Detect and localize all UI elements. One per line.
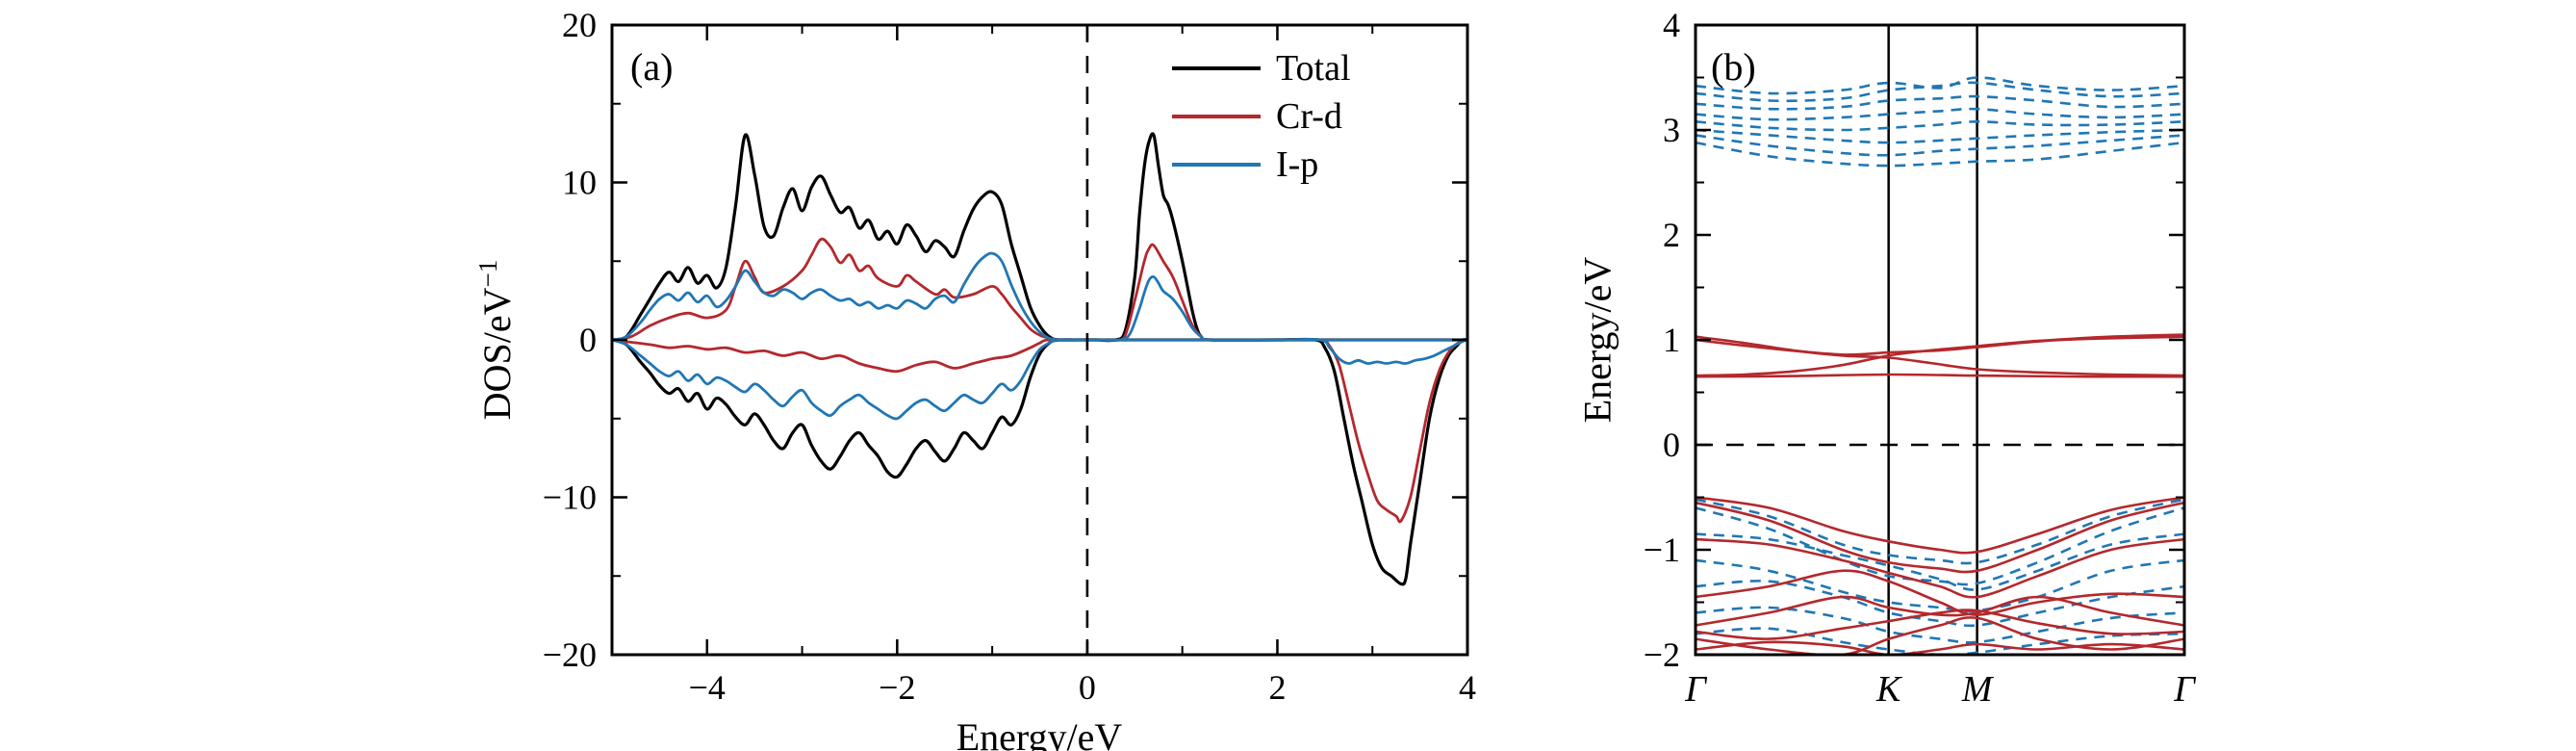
svg-text:2: 2 xyxy=(1268,668,1286,707)
svg-text:10: 10 xyxy=(562,164,597,202)
dos-x-axis-label: Energy/eV xyxy=(956,715,1123,751)
svg-text:0: 0 xyxy=(1079,668,1096,707)
i-p-line-swatch xyxy=(1172,163,1261,167)
cr-d-line-swatch xyxy=(1172,115,1261,118)
svg-text:Γ: Γ xyxy=(2173,669,2196,710)
svg-text:−20: −20 xyxy=(543,635,597,674)
legend-item-total: Total xyxy=(1172,44,1351,92)
legend-item-i-p: I-p xyxy=(1172,141,1351,189)
svg-text:−2: −2 xyxy=(1644,635,1680,674)
legend-label-cr-d: Cr-d xyxy=(1276,96,1342,137)
panel-b-label: (b) xyxy=(1711,45,1756,89)
legend-label-i-p: I-p xyxy=(1276,144,1319,185)
panel-a-label: (a) xyxy=(630,45,674,89)
total-line-swatch xyxy=(1172,66,1261,70)
band-y-axis-label: Energy/eV xyxy=(1575,256,1620,424)
legend-label-total: Total xyxy=(1276,48,1351,89)
dos-y-axis-label-text: DOS/eV xyxy=(475,287,520,421)
svg-text:20: 20 xyxy=(562,6,597,44)
svg-text:K: K xyxy=(1875,669,1902,710)
svg-text:3: 3 xyxy=(1663,111,1680,149)
legend-item-cr-d: Cr-d xyxy=(1172,92,1351,141)
svg-text:4: 4 xyxy=(1663,6,1680,44)
svg-text:0: 0 xyxy=(579,321,597,359)
svg-text:M: M xyxy=(1961,669,1995,710)
svg-text:Γ: Γ xyxy=(1684,669,1707,710)
svg-text:−4: −4 xyxy=(689,668,726,707)
svg-text:2: 2 xyxy=(1663,216,1680,254)
svg-text:1: 1 xyxy=(1663,321,1680,359)
band-structure-panel: −2 −1 0 1 2 3 4 Γ K M Γ xyxy=(1644,6,2197,710)
dos-y-axis-label: DOS/eV−1 xyxy=(473,260,520,421)
svg-text:−10: −10 xyxy=(543,479,597,517)
svg-text:4: 4 xyxy=(1459,668,1476,707)
svg-text:0: 0 xyxy=(1663,426,1680,464)
svg-text:−1: −1 xyxy=(1644,531,1680,569)
dos-y-axis-label-exponent: −1 xyxy=(472,259,502,288)
svg-text:−2: −2 xyxy=(879,668,915,707)
dos-legend: Total Cr-d I-p xyxy=(1172,44,1351,189)
